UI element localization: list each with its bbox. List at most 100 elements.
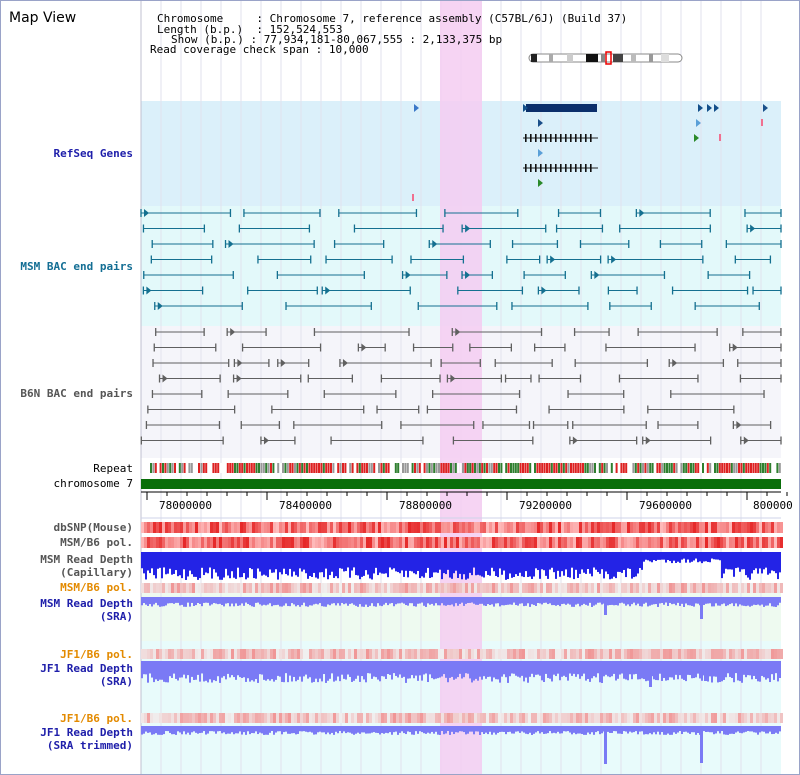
gene-exon <box>535 134 537 142</box>
msm-bac-label[interactable]: MSM BAC end pairs <box>20 260 133 273</box>
depth-bar <box>371 552 373 580</box>
depth-bar <box>383 661 385 677</box>
heat-cell <box>369 649 372 659</box>
depth-bar <box>455 597 457 604</box>
heat-cell <box>414 649 417 659</box>
repeat-element <box>202 463 205 473</box>
depth-bar <box>339 597 341 606</box>
heat-cell <box>663 583 666 593</box>
repeat-element <box>265 463 268 473</box>
depth-spike <box>649 661 652 687</box>
depth-bar <box>665 597 667 603</box>
depth-bar <box>243 726 245 733</box>
depth-bar <box>649 597 651 606</box>
heat-cell <box>780 522 783 533</box>
gene-exon <box>580 134 582 142</box>
depth-bar <box>307 552 309 579</box>
depth-bar <box>239 726 241 732</box>
heat-cell <box>438 537 441 548</box>
heat-cell <box>252 713 255 723</box>
heat-cell <box>615 713 618 723</box>
heat-cell <box>732 522 735 533</box>
depth-bar <box>471 661 473 683</box>
depth-bar <box>403 597 405 604</box>
depth-bar <box>713 552 715 560</box>
heat-cell <box>387 522 390 533</box>
heat-cell <box>600 583 603 593</box>
depth-bar <box>173 726 175 735</box>
depth-bar <box>253 597 255 607</box>
heat-cell <box>399 537 402 548</box>
depth-bar <box>265 726 267 735</box>
depth-bar <box>215 552 217 573</box>
heat-cell <box>159 522 162 533</box>
repeat-element <box>670 463 673 473</box>
heat-cell <box>144 583 147 593</box>
repeat-element <box>416 463 419 473</box>
heat-cell <box>291 583 294 593</box>
ideogram-band <box>631 54 636 62</box>
depth-bar <box>479 726 481 735</box>
repeat-element <box>750 463 752 473</box>
heat-cell <box>171 713 174 723</box>
heat-cell <box>462 649 465 659</box>
repeat-element <box>579 463 582 473</box>
depth-bar <box>195 661 197 680</box>
depth-bar <box>311 661 313 683</box>
repeat-element <box>759 463 762 473</box>
depth-bar <box>575 597 577 605</box>
depth-bar <box>329 661 331 679</box>
heat-cell <box>417 713 420 723</box>
heat-cell <box>468 522 471 533</box>
b6n-bac-label[interactable]: B6N BAC end pairs <box>20 387 133 400</box>
repeat-element <box>745 463 748 473</box>
heat-cell <box>354 522 357 533</box>
heat-cell <box>594 649 597 659</box>
depth-bar <box>671 597 673 605</box>
heat-cell <box>687 522 690 533</box>
heat-cell <box>495 713 498 723</box>
depth-bar <box>587 726 589 733</box>
depth-bar <box>487 597 489 605</box>
heat-cell <box>228 537 231 548</box>
depth-bar <box>633 597 635 603</box>
depth-bar <box>223 597 225 607</box>
heat-cell <box>291 649 294 659</box>
depth-bar <box>321 661 323 682</box>
depth-bar <box>771 726 773 735</box>
heat-cell <box>327 649 330 659</box>
heat-cell <box>702 649 705 659</box>
repeat-element <box>334 463 337 473</box>
depth-bar <box>305 661 307 675</box>
heat-cell <box>546 583 549 593</box>
heat-cell <box>309 649 312 659</box>
heat-cell <box>255 522 258 533</box>
depth-bar <box>555 597 557 606</box>
depth-bar <box>613 661 615 674</box>
depth-bar <box>767 552 769 575</box>
heat-cell <box>201 522 204 533</box>
depth-bar <box>585 552 587 574</box>
depth-bar <box>349 726 351 733</box>
heat-cell <box>549 649 552 659</box>
repeat-element <box>685 463 688 473</box>
repeat-element <box>200 463 203 473</box>
depth-bar <box>377 726 379 734</box>
heat-cell <box>618 583 621 593</box>
refseq-genes-label[interactable]: RefSeq Genes <box>53 147 133 160</box>
depth-bar <box>365 597 367 605</box>
heat-cell <box>510 522 513 533</box>
depth-bar <box>355 597 357 606</box>
depth-bar <box>225 597 227 604</box>
repeat-element <box>774 463 776 473</box>
heat-cell <box>438 522 441 533</box>
heat-cell <box>639 583 642 593</box>
depth-bar <box>695 552 697 559</box>
repeat-element <box>445 463 448 473</box>
heat-cell <box>678 649 681 659</box>
depth-bar <box>187 726 189 733</box>
depth-bar <box>541 552 543 570</box>
depth-bar <box>603 661 605 677</box>
heat-cell <box>732 583 735 593</box>
